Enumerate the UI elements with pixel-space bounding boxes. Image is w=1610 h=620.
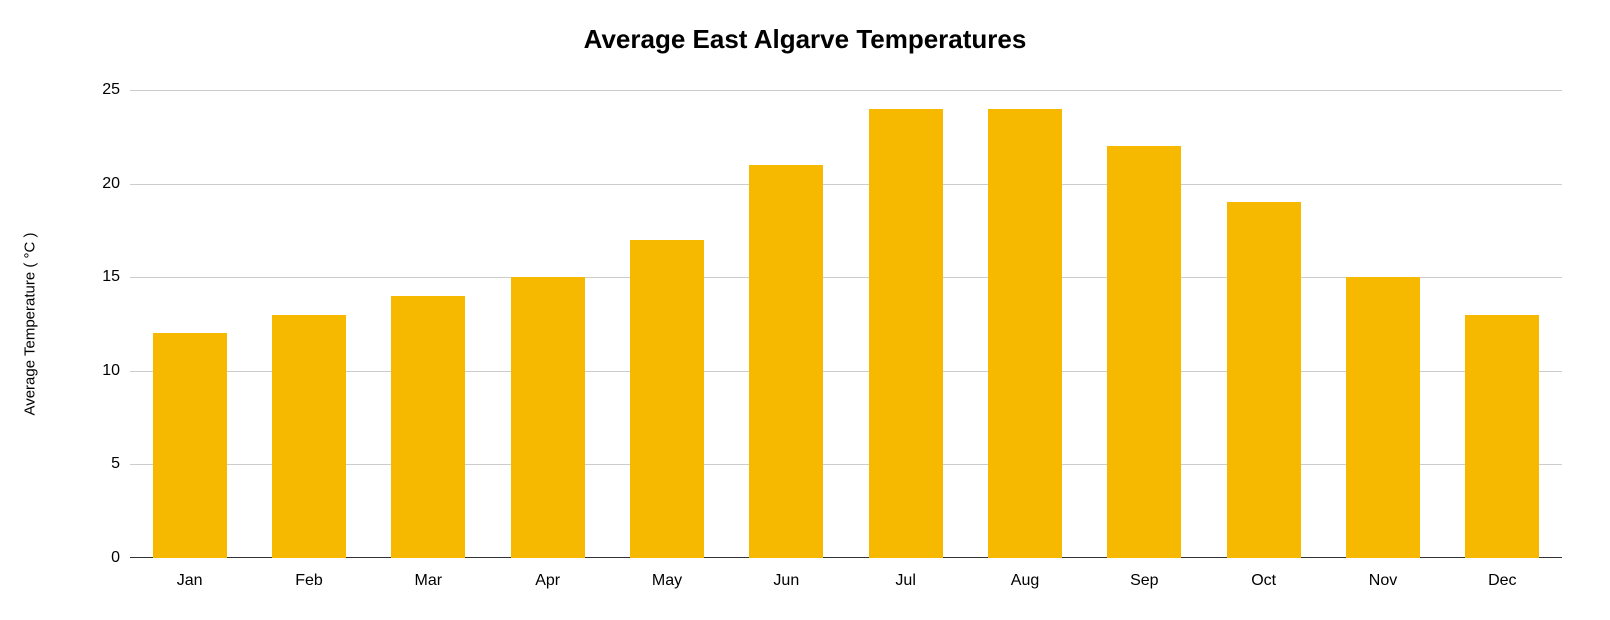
bar <box>1227 202 1301 558</box>
x-tick-label: Sep <box>1130 572 1158 590</box>
y-tick-label: 5 <box>111 455 120 473</box>
x-tick-label: Apr <box>535 572 560 590</box>
plot-area: 0510152025JanFebMarAprMayJunJulAugSepOct… <box>130 90 1562 558</box>
gridline <box>130 184 1562 185</box>
bar <box>1346 277 1420 558</box>
y-tick-label: 15 <box>102 268 120 286</box>
x-tick-label: Mar <box>415 572 443 590</box>
bar <box>1107 146 1181 558</box>
x-tick-label: Oct <box>1251 572 1276 590</box>
bar <box>272 315 346 558</box>
y-tick-label: 10 <box>102 362 120 380</box>
bar <box>869 109 943 558</box>
y-tick-label: 25 <box>102 81 120 99</box>
x-tick-label: Feb <box>295 572 323 590</box>
x-tick-label: Jun <box>773 572 799 590</box>
bar <box>153 333 227 558</box>
gridline <box>130 90 1562 91</box>
y-axis-label: Average Temperature ( °C ) <box>22 232 39 415</box>
bar <box>988 109 1062 558</box>
x-tick-label: Jan <box>177 572 203 590</box>
x-tick-label: Nov <box>1369 572 1397 590</box>
x-tick-label: May <box>652 572 682 590</box>
bar <box>1465 315 1539 558</box>
x-tick-label: Jul <box>895 572 915 590</box>
bar <box>630 240 704 558</box>
bar <box>511 277 585 558</box>
x-tick-label: Aug <box>1011 572 1039 590</box>
bar <box>391 296 465 558</box>
chart-title: Average East Algarve Temperatures <box>0 24 1610 55</box>
bar <box>749 165 823 558</box>
y-tick-label: 20 <box>102 175 120 193</box>
y-tick-label: 0 <box>111 549 120 567</box>
chart-container: Average East Algarve Temperatures Averag… <box>0 0 1610 620</box>
x-tick-label: Dec <box>1488 572 1516 590</box>
